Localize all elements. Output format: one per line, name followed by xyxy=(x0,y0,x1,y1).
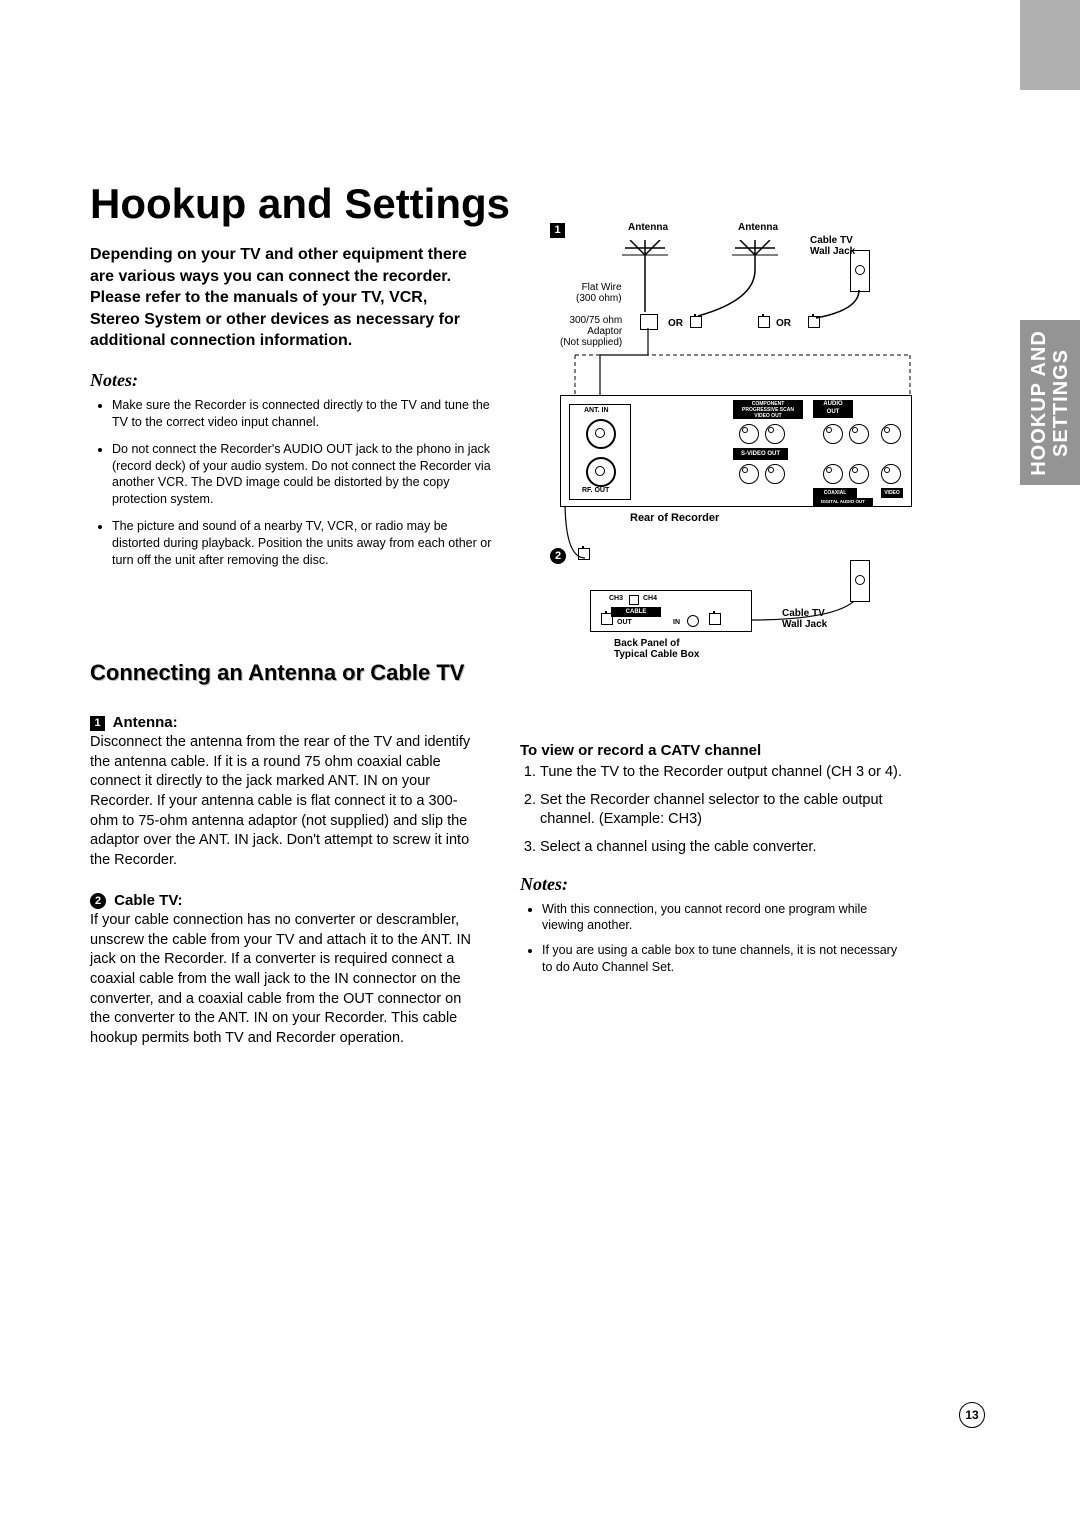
label-svideo: S-VIDEO OUT xyxy=(733,448,788,460)
left-column: 1 Antenna: Disconnect the antenna from t… xyxy=(90,714,480,1070)
recorder-panel: ANT. IN RF. OUT COMPONENT PROGRESSIVE SC… xyxy=(560,395,912,507)
label-coaxial: COAXIAL xyxy=(813,488,857,498)
antenna-label: Antenna: xyxy=(113,714,178,731)
note-item: Make sure the Recorder is connected dire… xyxy=(112,397,492,431)
intro-text: Depending on your TV and other equipment… xyxy=(90,244,480,352)
notes-heading-right: Notes: xyxy=(520,874,910,895)
section-tab-label: HOOKUP AND SETTINGS xyxy=(1028,330,1072,476)
label-ch4: CH4 xyxy=(643,595,657,603)
step-item: Tune the TV to the Recorder output chann… xyxy=(540,763,910,783)
label-digital-audio: DIGITAL AUDIO OUT xyxy=(813,498,873,506)
section-title-text: Connecting an Antenna or Cable TV xyxy=(90,660,464,685)
coax-plug-icon xyxy=(578,548,590,560)
cable-text: If your cable connection has no converte… xyxy=(90,911,480,1048)
two-column-layout: 1 Antenna: Disconnect the antenna from t… xyxy=(90,714,990,1070)
label-out: OUT xyxy=(617,619,632,627)
number-box-1: 1 xyxy=(90,716,105,731)
coax-plug-icon xyxy=(601,613,613,625)
wall-jack-icon xyxy=(850,560,870,602)
label-in: IN xyxy=(673,619,680,627)
label-ant-in: ANT. IN xyxy=(584,407,609,415)
antenna-heading: 1 Antenna: xyxy=(90,714,480,731)
step-item: Set the Recorder channel selector to the… xyxy=(540,791,910,830)
number-circle-2: 2 xyxy=(90,893,106,909)
antenna-text: Disconnect the antenna from the rear of … xyxy=(90,733,480,870)
thumb-tab-top xyxy=(1020,0,1080,90)
note-item: Do not connect the Recorder's AUDIO OUT … xyxy=(112,441,492,509)
label-ch3: CH3 xyxy=(609,595,623,603)
label-audio-out: AUDIO OUT xyxy=(813,400,853,418)
note-item: The picture and sound of a nearby TV, VC… xyxy=(112,518,492,569)
page-number: 13 xyxy=(959,1402,985,1428)
label-cable: CABLE xyxy=(611,607,661,617)
section-tab: HOOKUP AND SETTINGS xyxy=(1020,320,1080,485)
label-rear-recorder: Rear of Recorder xyxy=(630,512,719,524)
notes-list-right: With this connection, you cannot record … xyxy=(520,901,910,977)
diagram-circle-2: 2 xyxy=(550,548,566,564)
connection-diagram: 1 Antenna Antenna Cable TV Wall Jack Fla… xyxy=(550,220,920,700)
right-column: To view or record a CATV channel Tune th… xyxy=(520,714,910,1070)
coax-plug-icon xyxy=(709,613,721,625)
label-wall-jack: Cable TV Wall Jack xyxy=(782,608,827,630)
page-content: Hookup and Settings Depending on your TV… xyxy=(90,80,990,1448)
step-item: Select a channel using the cable convert… xyxy=(540,838,910,858)
cable-box-panel: CH3 CH4 CABLE OUT IN xyxy=(590,590,752,632)
label-video: VIDEO xyxy=(881,488,903,498)
catv-steps: Tune the TV to the Recorder output chann… xyxy=(520,763,910,857)
note-item: With this connection, you cannot record … xyxy=(542,901,910,935)
label-rf-out: RF. OUT xyxy=(582,487,609,495)
notes-list-top: Make sure the Recorder is connected dire… xyxy=(90,397,492,569)
note-item: If you are using a cable box to tune cha… xyxy=(542,942,910,976)
catv-heading: To view or record a CATV channel xyxy=(520,742,910,759)
cable-label: Cable TV: xyxy=(114,892,182,909)
label-back-panel: Back Panel of Typical Cable Box xyxy=(614,638,699,660)
label-component: COMPONENT PROGRESSIVE SCAN VIDEO OUT xyxy=(733,400,803,419)
cable-heading: 2 Cable TV: xyxy=(90,892,480,909)
